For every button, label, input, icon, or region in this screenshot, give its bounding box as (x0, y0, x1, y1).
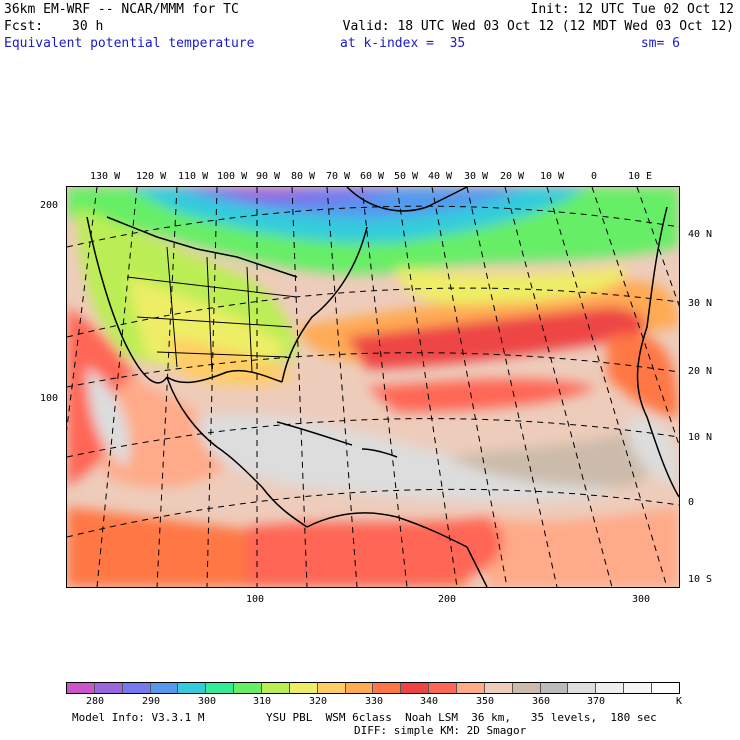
grid-label-bottom: 300 (632, 594, 651, 605)
lon-label: 0 (591, 171, 598, 182)
lon-label: 50 W (394, 171, 419, 182)
graticule (67, 187, 679, 587)
physics-line-2: DIFF: simple KM: 2D Smagor (354, 724, 527, 737)
colorbar-swatch (512, 683, 541, 693)
grid-label-left: 200 (40, 200, 59, 211)
colorbar-label: 290 (142, 696, 161, 707)
valid-time: Valid: 18 UTC Wed 03 Oct 12 (12 MDT Wed … (342, 19, 734, 34)
field-name: Equivalent potential temperature (4, 36, 255, 51)
colorbar-swatch (596, 683, 625, 693)
colorbar-swatch (234, 683, 263, 693)
colorbar-swatch (624, 683, 653, 693)
lon-label: 100 W (217, 171, 248, 182)
lon-label: 60 W (360, 171, 385, 182)
lon-label: 110 W (178, 171, 209, 182)
coastlines (86, 187, 679, 587)
forecast-hours: 30 h (72, 19, 104, 34)
grid-label-left: 100 (40, 393, 59, 404)
color-scale-bar (66, 682, 680, 694)
lon-label: 20 W (500, 171, 525, 182)
colorbar-swatch (289, 683, 318, 693)
lat-label: 40 N (688, 229, 713, 240)
colorbar-swatch (345, 683, 374, 693)
lat-label: 20 N (688, 366, 713, 377)
colorbar-swatch (122, 683, 151, 693)
lat-label: 30 N (688, 298, 713, 309)
colorbar-swatch (262, 683, 290, 693)
colorbar-label: 310 (253, 696, 272, 707)
colorbar-swatch (150, 683, 179, 693)
lon-label: 70 W (326, 171, 351, 182)
colorbar-swatch (484, 683, 513, 693)
model-title: 36km EM-WRF -- NCAR/MMM for TC (4, 2, 239, 17)
lon-label: 10 E (628, 171, 653, 182)
colorbar-unit: K (676, 696, 683, 707)
colorbar-label: 370 (587, 696, 606, 707)
colorbar-swatch (317, 683, 346, 693)
colorbar-swatch (568, 683, 597, 693)
colorbar-swatch (540, 683, 569, 693)
level-info: at k-index = 35 (340, 36, 466, 51)
grid-label-bottom: 100 (246, 594, 265, 605)
lat-label: 10 N (688, 432, 713, 443)
colorbar-swatch (94, 683, 123, 693)
colorbar-swatch (401, 683, 430, 693)
colorbar-label: 360 (532, 696, 551, 707)
smoothing-info: sm= 6 (640, 36, 680, 51)
colorbar-swatch (373, 683, 402, 693)
colorbar-swatch (652, 683, 679, 693)
lon-label: 40 W (428, 171, 453, 182)
lon-label: 30 W (464, 171, 489, 182)
colorbar-label: 300 (198, 696, 217, 707)
lon-label: 80 W (291, 171, 316, 182)
colorbar-label: 340 (420, 696, 439, 707)
colorbar-swatch (67, 683, 95, 693)
colorbar-swatch (206, 683, 235, 693)
lon-label: 90 W (256, 171, 281, 182)
theta-e-map (66, 186, 680, 588)
colorbar-swatch (178, 683, 207, 693)
lon-label: 10 W (540, 171, 565, 182)
colorbar-label: 320 (309, 696, 328, 707)
colorbar-swatch (429, 683, 458, 693)
init-time: Init: 12 UTC Tue 02 Oct 12 (530, 2, 735, 17)
lat-label: 0 (688, 497, 695, 508)
colorbar-label: 350 (476, 696, 495, 707)
forecast-label: Fcst: (4, 19, 44, 34)
colorbar-label: 330 (365, 696, 384, 707)
model-info: Model Info: V3.3.1 M (72, 711, 205, 724)
lon-label: 120 W (136, 171, 167, 182)
lat-label: 10 S (688, 574, 713, 585)
lon-label: 130 W (90, 171, 121, 182)
colorbar-label: 280 (86, 696, 105, 707)
colorbar-swatch (457, 683, 485, 693)
grid-label-bottom: 200 (438, 594, 457, 605)
physics-line-1: YSU PBL WSM 6class Noah LSM 36 km, 35 le… (266, 711, 657, 724)
map-svg (67, 187, 679, 587)
